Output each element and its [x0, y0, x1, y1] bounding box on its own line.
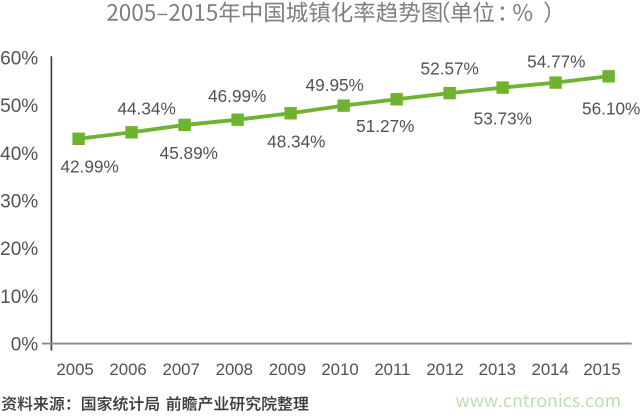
svg-text:2007: 2007 [163, 360, 200, 379]
svg-text:2006: 2006 [109, 360, 146, 379]
svg-text:54.77%: 54.77% [527, 52, 585, 72]
svg-text:2014: 2014 [532, 360, 569, 379]
svg-text:20%: 20% [0, 239, 38, 260]
svg-text:2013: 2013 [479, 360, 516, 379]
svg-text:60%: 60% [0, 49, 38, 70]
svg-text:53.73%: 53.73% [474, 108, 532, 128]
svg-text:50%: 50% [0, 96, 38, 117]
svg-text:40%: 40% [0, 144, 38, 165]
svg-text:2011: 2011 [374, 360, 410, 379]
svg-text:44.34%: 44.34% [117, 98, 175, 118]
svg-text:2009: 2009 [269, 360, 306, 379]
svg-text:2010: 2010 [321, 360, 358, 379]
svg-text:2008: 2008 [216, 360, 253, 379]
svg-text:45.89%: 45.89% [160, 143, 218, 163]
svg-text:2005: 2005 [56, 360, 93, 379]
svg-text:49.95%: 49.95% [306, 75, 364, 95]
svg-text:48.34%: 48.34% [267, 131, 325, 151]
svg-text:30%: 30% [0, 192, 38, 213]
svg-text:52.57%: 52.57% [421, 58, 479, 78]
svg-text:2012: 2012 [426, 360, 463, 379]
svg-text:56.10%: 56.10% [582, 98, 640, 118]
svg-text:0%: 0% [11, 335, 39, 356]
svg-text:2015: 2015 [583, 360, 620, 379]
svg-text:10%: 10% [0, 287, 38, 308]
svg-text:46.99%: 46.99% [208, 86, 266, 106]
svg-text:51.27%: 51.27% [356, 116, 414, 136]
svg-text:42.99%: 42.99% [60, 157, 118, 177]
